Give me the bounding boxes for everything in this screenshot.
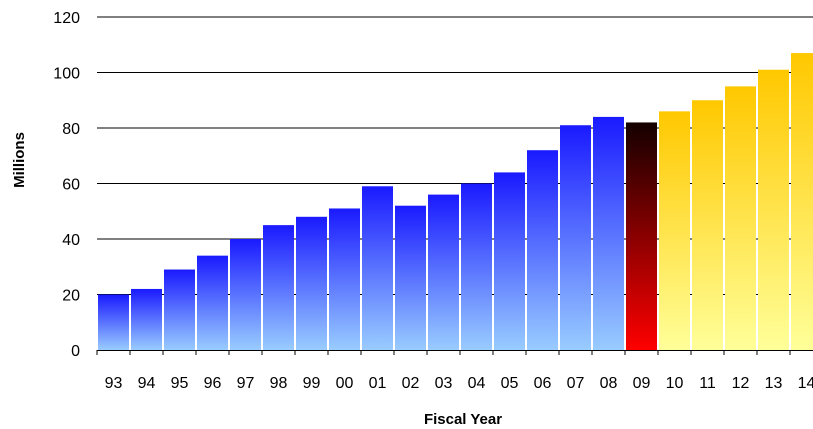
y-tick-label: 80 [62, 121, 80, 138]
axes [96, 350, 813, 355]
bar-13 [758, 69, 789, 350]
x-tick-label: 96 [204, 375, 222, 392]
bar-11 [692, 100, 723, 350]
x-tick-label: 93 [105, 375, 123, 392]
x-tick-label: 10 [666, 375, 684, 392]
x-tick-label: 00 [336, 375, 354, 392]
bar-03 [428, 194, 459, 350]
y-tick-label: 0 [71, 343, 80, 360]
bar-01 [362, 186, 393, 350]
y-tick-label: 100 [53, 66, 80, 83]
bar-04 [461, 183, 492, 350]
x-tick-label: 97 [237, 375, 255, 392]
x-tick-label: 98 [270, 375, 288, 392]
x-tick-label: 08 [600, 375, 618, 392]
bar-97 [230, 239, 261, 350]
x-tick-label: 14 [798, 375, 813, 392]
x-tick-label: 04 [468, 375, 486, 392]
x-tick-label: 03 [435, 375, 453, 392]
x-tick-label: 05 [501, 375, 519, 392]
bar-06 [527, 150, 558, 350]
x-tick-label: 12 [732, 375, 750, 392]
bar-95 [164, 269, 195, 350]
x-tick-label: 11 [699, 375, 716, 392]
bar-09 [626, 122, 657, 350]
bar-93 [98, 294, 129, 350]
x-tick-label: 99 [303, 375, 321, 392]
x-tick-label: 01 [369, 375, 387, 392]
x-tick-label: 94 [138, 375, 156, 392]
x-tick-label: 95 [171, 375, 189, 392]
x-tick-label: 02 [402, 375, 420, 392]
y-tick-label: 20 [62, 288, 80, 305]
y-axis-title: Millions [11, 132, 28, 188]
y-tick-label: 40 [62, 232, 80, 249]
bar-99 [296, 216, 327, 350]
bar-10 [659, 111, 690, 350]
bar-07 [560, 125, 591, 350]
x-tick-label: 09 [633, 375, 651, 392]
x-tick-label: 06 [534, 375, 552, 392]
x-tick-label: 13 [765, 375, 783, 392]
bar-14 [791, 53, 813, 350]
x-axis-title: Fiscal Year [424, 411, 502, 428]
y-tick-label: 120 [53, 10, 80, 27]
x-tick-label: 07 [567, 375, 585, 392]
bar-02 [395, 205, 426, 350]
bars [98, 53, 813, 351]
bar-96 [197, 255, 228, 350]
bar-12 [725, 86, 756, 350]
bar-94 [131, 288, 162, 350]
bar-98 [263, 225, 294, 350]
bar-00 [329, 208, 360, 350]
bar-05 [494, 172, 525, 350]
bar-08 [593, 116, 624, 351]
y-tick-label: 60 [62, 177, 80, 194]
tick-labels: 0 20 40 60 80 100 120 93 94 95 96 97 98 99 00 01 02 03 04 0… [53, 10, 813, 392]
